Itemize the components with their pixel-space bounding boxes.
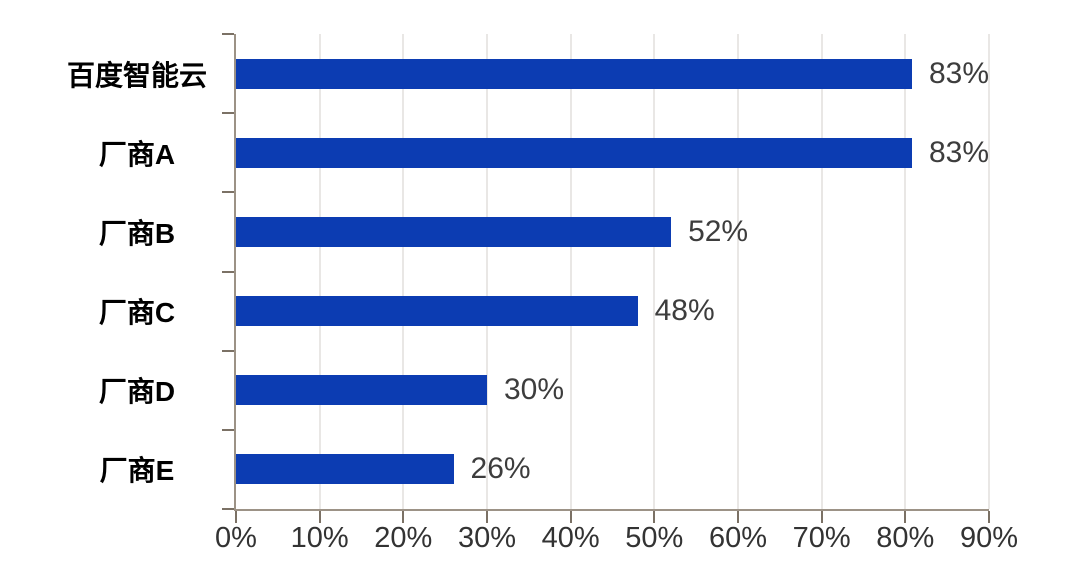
gridline <box>402 34 405 509</box>
category-label: 厂商A <box>98 138 176 170</box>
x-axis-tick-label: 70% <box>792 522 851 554</box>
gridline <box>653 34 656 509</box>
bar <box>236 296 638 327</box>
x-axis-tick <box>904 511 907 523</box>
bar <box>236 58 912 89</box>
gridline <box>318 34 321 509</box>
bar-row: 30% <box>236 351 989 430</box>
x-axis-tick <box>736 511 739 523</box>
gridline <box>486 34 488 509</box>
bar-row: 48% <box>236 272 989 351</box>
x-axis-tick-label: 10% <box>290 522 349 554</box>
category-label: 厂商C <box>98 297 176 329</box>
category-label: 厂商E <box>99 455 175 487</box>
x-axis-tick <box>235 511 237 523</box>
y-axis-tick <box>222 428 234 431</box>
y-axis-tick <box>222 349 234 352</box>
category-label: 百度智能云 <box>66 59 207 91</box>
bar-row: 83% <box>236 113 989 192</box>
x-axis-tick <box>820 511 823 523</box>
gridline <box>569 34 572 509</box>
x-axis-tick-label: 30% <box>457 522 517 554</box>
x-axis-tick <box>988 511 990 523</box>
value-label: 48% <box>654 294 715 328</box>
x-axis-tick-label: 20% <box>374 522 433 554</box>
x-axis-tick <box>402 511 405 523</box>
y-axis-tick <box>222 191 234 194</box>
category-label: 厂商D <box>98 376 176 408</box>
category-axis-labels: 百度智能云厂商A 厂商B 厂商C 厂商D 厂商E <box>0 34 236 509</box>
bar <box>236 375 487 406</box>
gridline <box>988 34 990 509</box>
plot-area: 83% 83% 52% 48% 30% 26% <box>222 33 990 523</box>
value-label: 83% <box>928 56 989 90</box>
x-axis-tick <box>653 511 656 523</box>
x-axis-tick <box>569 511 572 523</box>
y-axis-tick <box>222 33 234 35</box>
x-axis-tick <box>485 511 488 523</box>
value-label: 52% <box>688 214 749 248</box>
gridline <box>737 34 739 509</box>
bars-container: 83% 83% 52% 48% 30% 26% <box>236 34 989 509</box>
value-label: 30% <box>504 373 565 407</box>
gridline <box>904 34 907 509</box>
bar <box>236 216 672 247</box>
bar <box>236 454 454 485</box>
x-axis-tick-label: 80% <box>876 522 935 554</box>
category-label: 厂商B <box>98 217 176 249</box>
x-axis-tick-label: 50% <box>625 522 684 554</box>
y-axis-tick <box>222 112 234 115</box>
y-axis-tick <box>222 270 234 273</box>
bar <box>236 137 912 168</box>
gridline <box>820 34 823 509</box>
bar-row: 52% <box>236 192 989 271</box>
x-axis-tick-labels: 0% 10% 20% 30% 40% 50% 60% 70% 80% 90% <box>215 518 1018 560</box>
x-axis-tick-label: 0% <box>215 522 257 554</box>
x-axis-tick-label: 40% <box>541 522 600 554</box>
bar-row: 83% <box>236 34 989 113</box>
x-axis-tick-label: 60% <box>708 522 768 554</box>
x-axis-tick <box>318 511 321 523</box>
value-label: 26% <box>470 452 531 486</box>
value-label: 83% <box>928 135 989 169</box>
y-axis-tick <box>222 508 234 510</box>
bar-row: 26% <box>236 430 989 509</box>
x-axis-tick-label: 90% <box>959 522 1019 554</box>
